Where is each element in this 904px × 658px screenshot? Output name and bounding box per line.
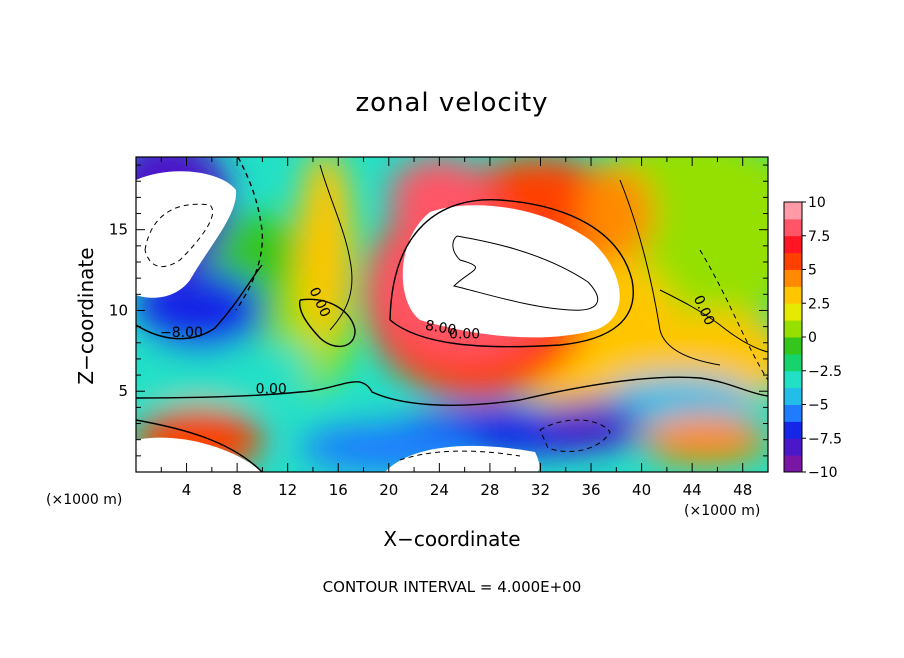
y-axis: 5 10 15	[109, 164, 768, 457]
x-tick-label-8: 8	[232, 481, 242, 499]
colorbar: 10 7.5 5 2.5 0 −2.5 −5 −7.5 −10	[783, 195, 842, 481]
contour-label-5: 8.00	[424, 318, 457, 339]
x-tick-label-24: 24	[430, 481, 449, 499]
colorbar-tick-label-0: 10	[808, 195, 826, 211]
y-axis-label: Z−coordinate	[74, 247, 98, 385]
colorbar-swatch-11	[784, 269, 802, 287]
velocity-field	[136, 157, 768, 472]
contour-interval-note: CONTOUR INTERVAL = 4.000E+00	[322, 578, 582, 596]
colorbar-swatch-3	[784, 404, 802, 422]
y-tick-label-10: 10	[109, 301, 128, 319]
colorbar-tick-label-8: −10	[808, 465, 838, 481]
colorbar-tick-label-6: −5	[808, 398, 829, 414]
x-tick-label-44: 44	[683, 481, 702, 499]
x-tick-label-28: 28	[480, 481, 499, 499]
plot-frame	[135, 156, 769, 473]
colorbar-tick-label-2: 5	[808, 263, 817, 279]
colorbar-tick-label-3: 2.5	[808, 296, 830, 312]
colorbar-swatch-15	[784, 202, 802, 220]
x-tick-label-36: 36	[581, 481, 600, 499]
colorbar-swatch-0	[784, 455, 802, 473]
contour-label-4: −8.00	[160, 325, 203, 341]
colorbar-swatch-6	[784, 353, 802, 372]
contour-label-0: 0.00	[256, 382, 287, 398]
colorbar-tick-label-4: 0	[808, 330, 817, 346]
x-tick-label-32: 32	[531, 481, 550, 499]
x-axis: 4 8 12 16 20 24 28 32 36 40 44 48	[160, 157, 752, 499]
x-axis-label: X−coordinate	[383, 527, 521, 551]
x-tick-label-12: 12	[278, 481, 297, 499]
x-unit-label-right: (×1000 m)	[684, 503, 761, 519]
contour-label-1: 0.00	[449, 327, 480, 343]
colorbar-tick-label-5: −2.5	[808, 364, 842, 380]
x-tick-label-16: 16	[329, 481, 348, 499]
x-tick-label-40: 40	[632, 481, 651, 499]
colorbar-swatch-9	[784, 303, 802, 321]
colorbar-tick-label-7: −7.5	[808, 431, 842, 447]
colorbar-swatch-4	[784, 387, 802, 405]
colorbar-swatch-8	[784, 320, 802, 338]
x-unit-label-left: (×1000 m)	[46, 492, 123, 508]
colorbar-swatch-1	[784, 438, 802, 456]
colorbar-swatch-14	[784, 218, 802, 237]
colorbar-swatch-2	[784, 421, 802, 439]
y-tick-label-5: 5	[118, 382, 128, 400]
x-tick-label-4: 4	[182, 481, 192, 499]
colorbar-swatch-13	[784, 235, 802, 254]
contour-lines	[136, 157, 768, 472]
colorbar-swatch-10	[784, 286, 802, 304]
colorbar-tick-label-1: 7.5	[808, 229, 830, 245]
colorbar-swatch-5	[784, 370, 802, 389]
x-tick-label-48: 48	[733, 481, 752, 499]
x-tick-label-20: 20	[379, 481, 398, 499]
colorbar-swatch-7	[784, 337, 802, 355]
chart-title: zonal velocity	[355, 88, 549, 118]
y-tick-label-15: 15	[109, 221, 128, 239]
colorbar-swatch-12	[784, 252, 802, 270]
